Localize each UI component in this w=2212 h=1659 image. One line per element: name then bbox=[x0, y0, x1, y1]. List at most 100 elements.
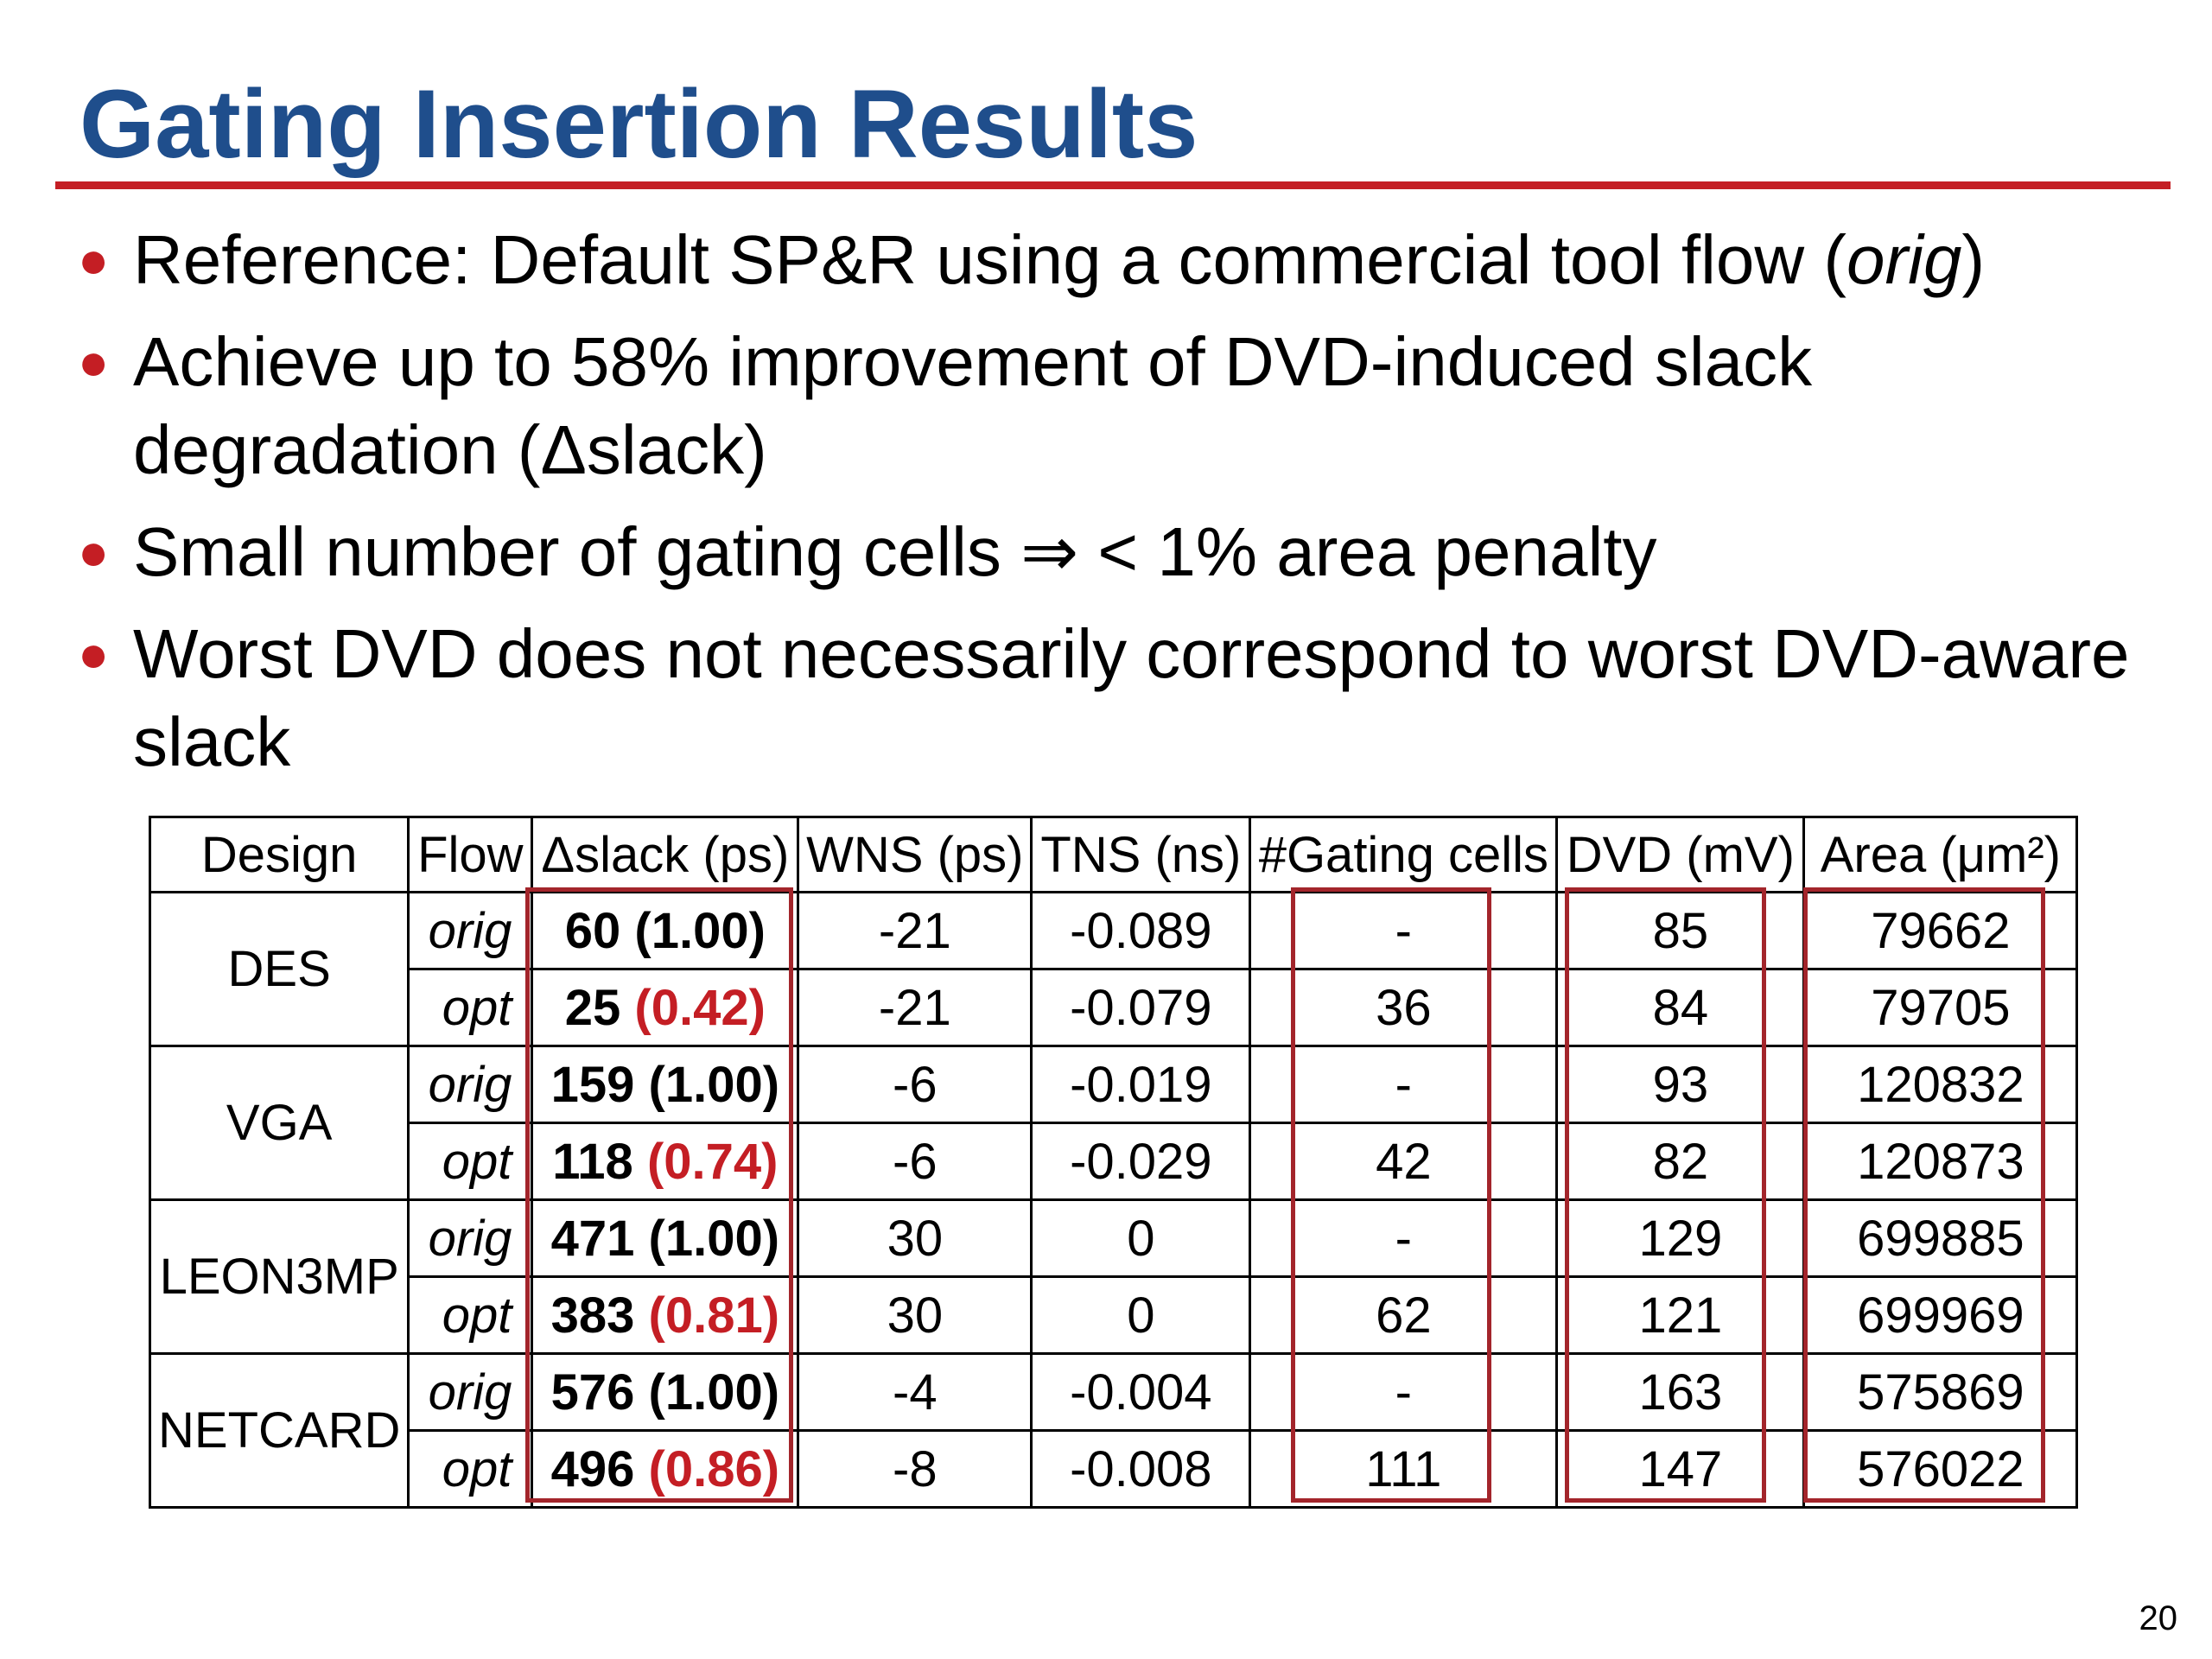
bullet-text-emphasis: orig bbox=[1847, 221, 1962, 298]
tns-cell: -0.008 bbox=[1030, 1429, 1252, 1509]
area-cell: 120832 bbox=[1802, 1045, 2079, 1124]
slack-value: 383 bbox=[550, 1287, 635, 1344]
bullet-dot-icon: ● bbox=[78, 231, 110, 289]
area-cell: 120873 bbox=[1802, 1122, 2079, 1201]
header-design: Design bbox=[148, 816, 410, 893]
table-row: NETCARD orig 576 (1.00) -4 -0.004 - 163 … bbox=[148, 1352, 2079, 1509]
bullet-dot-icon: ● bbox=[78, 523, 110, 581]
bullet-text: Achieve up to 58% improvement of DVD-ind… bbox=[133, 323, 1813, 488]
dvd-cell: 82 bbox=[1555, 1122, 1806, 1201]
flow-cell: opt bbox=[407, 1122, 534, 1201]
dvd-cell: 93 bbox=[1555, 1045, 1806, 1124]
design-cell: VGA bbox=[148, 1045, 410, 1201]
flow-cell: opt bbox=[407, 1275, 534, 1355]
gating-cell: - bbox=[1249, 1352, 1559, 1432]
header-tns: TNS (ns) bbox=[1030, 816, 1252, 893]
slack-value: 118 bbox=[552, 1133, 633, 1190]
gating-cell: - bbox=[1249, 1198, 1559, 1278]
slack-ratio: (1.00) bbox=[648, 1363, 780, 1421]
flow-cell: orig bbox=[407, 1352, 534, 1432]
tns-cell: 0 bbox=[1030, 1275, 1252, 1355]
gating-cell: - bbox=[1249, 1045, 1559, 1124]
table-row: DES orig 60 (1.00) -21 -0.089 - 85 79662 bbox=[148, 891, 2079, 1047]
slack-cell: 60 (1.00) bbox=[531, 891, 800, 970]
slack-ratio: (1.00) bbox=[648, 1056, 780, 1113]
bullet-text: Worst DVD does not necessarily correspon… bbox=[133, 615, 2130, 780]
bullet-dot-icon: ● bbox=[78, 625, 110, 683]
header-gating-cells: #Gating cells bbox=[1249, 816, 1559, 893]
flow-cell: orig bbox=[407, 1045, 534, 1124]
title-underline bbox=[55, 181, 2171, 189]
header-area: Area (μm²) bbox=[1802, 816, 2079, 893]
area-cell: 79662 bbox=[1802, 891, 2079, 970]
wns-cell: -21 bbox=[797, 891, 1033, 970]
slack-ratio: (1.00) bbox=[634, 902, 766, 959]
gating-cell: 62 bbox=[1249, 1275, 1559, 1355]
gating-cell: - bbox=[1249, 891, 1559, 970]
bullet-text: Reference: Default SP&R using a commerci… bbox=[133, 221, 1847, 298]
header-wns: WNS (ps) bbox=[797, 816, 1033, 893]
tns-cell: -0.019 bbox=[1030, 1045, 1252, 1124]
table-row: opt 383 (0.81) 30 0 62 121 699969 bbox=[150, 1275, 2079, 1355]
table-row: opt 118 (0.74) -6 -0.029 42 82 120873 bbox=[150, 1122, 2079, 1201]
wns-cell: -6 bbox=[797, 1122, 1033, 1201]
area-cell: 699885 bbox=[1802, 1198, 2079, 1278]
dvd-cell: 121 bbox=[1555, 1275, 1806, 1355]
page-number: 20 bbox=[2139, 1599, 2178, 1637]
area-cell: 575869 bbox=[1802, 1352, 2079, 1432]
slack-cell: 496 (0.86) bbox=[531, 1429, 800, 1509]
tns-cell: -0.004 bbox=[1030, 1352, 1252, 1432]
slack-ratio: (0.86) bbox=[648, 1440, 780, 1497]
slack-ratio: (0.42) bbox=[634, 979, 766, 1036]
table-header-row: Design Flow Δslack (ps) WNS (ps) TNS (ns… bbox=[148, 816, 2079, 893]
bullet-dot-icon: ● bbox=[78, 333, 110, 391]
wns-cell: -21 bbox=[797, 968, 1033, 1047]
results-table-container: Design Flow Δslack (ps) WNS (ps) TNS (ns… bbox=[148, 816, 2079, 1509]
gating-cell: 36 bbox=[1249, 968, 1559, 1047]
bullet-item: ● Worst DVD does not necessarily correspo… bbox=[78, 610, 2195, 786]
table-row: opt 25 (0.42) -21 -0.079 36 84 79705 bbox=[150, 968, 2079, 1047]
tns-cell: -0.079 bbox=[1030, 968, 1252, 1047]
slack-cell: 576 (1.00) bbox=[531, 1352, 800, 1432]
design-cell: DES bbox=[148, 891, 410, 1047]
tns-cell: 0 bbox=[1030, 1198, 1252, 1278]
slack-ratio: (0.74) bbox=[646, 1133, 779, 1190]
wns-cell: -6 bbox=[797, 1045, 1033, 1124]
design-cell: LEON3MP bbox=[148, 1198, 410, 1355]
dvd-cell: 84 bbox=[1555, 968, 1806, 1047]
bullet-item: ● Small number of gating cells ⇒ < 1% are… bbox=[78, 508, 2195, 596]
dvd-cell: 163 bbox=[1555, 1352, 1806, 1432]
slack-value: 496 bbox=[550, 1440, 635, 1497]
slack-value: 25 bbox=[564, 979, 621, 1036]
bullet-item: ● Achieve up to 58% improvement of DVD-in… bbox=[78, 318, 2195, 494]
dvd-cell: 147 bbox=[1555, 1429, 1806, 1509]
slack-cell: 25 (0.42) bbox=[531, 968, 800, 1047]
table-row: opt 496 (0.86) -8 -0.008 111 147 576022 bbox=[150, 1429, 2079, 1509]
flow-cell: orig bbox=[407, 1198, 534, 1278]
area-cell: 79705 bbox=[1802, 968, 2079, 1047]
header-flow: Flow bbox=[407, 816, 534, 893]
slack-cell: 383 (0.81) bbox=[531, 1275, 800, 1355]
flow-cell: opt bbox=[407, 1429, 534, 1509]
gating-cell: 42 bbox=[1249, 1122, 1559, 1201]
area-cell: 576022 bbox=[1802, 1429, 2079, 1509]
header-delta-slack: Δslack (ps) bbox=[531, 816, 800, 893]
slack-ratio: (1.00) bbox=[648, 1210, 780, 1267]
slack-value: 471 bbox=[550, 1210, 635, 1267]
slack-cell: 159 (1.00) bbox=[531, 1045, 800, 1124]
dvd-cell: 129 bbox=[1555, 1198, 1806, 1278]
design-cell: NETCARD bbox=[148, 1352, 410, 1509]
slack-value: 159 bbox=[550, 1056, 635, 1113]
slack-cell: 471 (1.00) bbox=[531, 1198, 800, 1278]
bullet-item: ● Reference: Default SP&R using a commerc… bbox=[78, 216, 2195, 304]
bullet-text: Small number of gating cells ⇒ < 1% area… bbox=[133, 513, 1657, 590]
table-row: LEON3MP orig 471 (1.00) 30 0 - 129 69988… bbox=[148, 1198, 2079, 1355]
slack-cell: 118 (0.74) bbox=[531, 1122, 800, 1201]
tns-cell: -0.089 bbox=[1030, 891, 1252, 970]
area-cell: 699969 bbox=[1802, 1275, 2079, 1355]
flow-cell: orig bbox=[407, 891, 534, 970]
flow-cell: opt bbox=[407, 968, 534, 1047]
table-row: VGA orig 159 (1.00) -6 -0.019 - 93 12083… bbox=[148, 1045, 2079, 1201]
wns-cell: 30 bbox=[797, 1275, 1033, 1355]
wns-cell: -4 bbox=[797, 1352, 1033, 1432]
